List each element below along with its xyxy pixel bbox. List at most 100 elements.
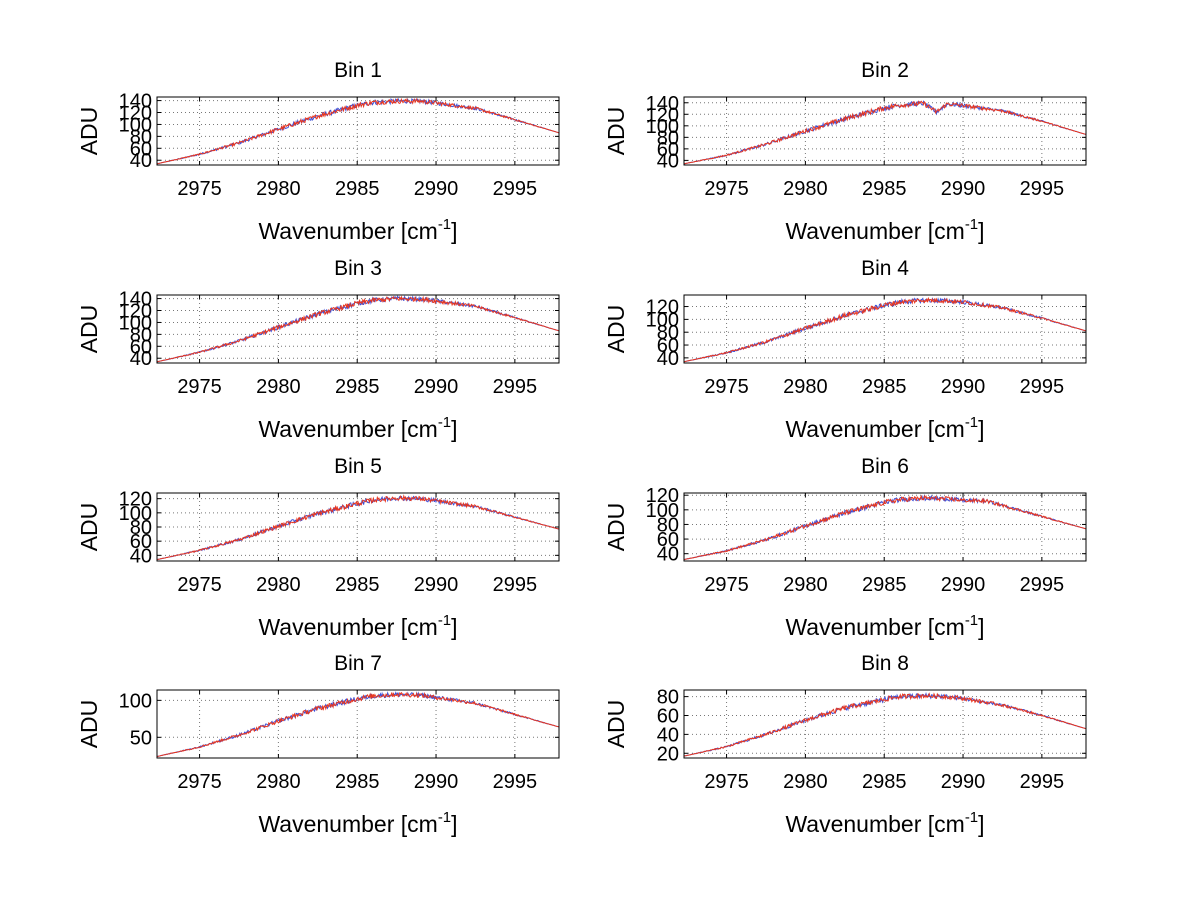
y-tick-label: 60 <box>130 336 152 358</box>
series-line-red <box>156 97 560 165</box>
x-tick-label: 2980 <box>783 771 828 793</box>
x-axis-label-text: Wavenumber [cm <box>785 614 964 640</box>
x-tick-label: 2975 <box>704 178 749 200</box>
y-tick-label: 40 <box>130 545 152 567</box>
y-tick-label: 100 <box>119 312 152 334</box>
subplot-title: Bin 5 <box>334 455 382 478</box>
x-tick-label: 2985 <box>335 178 380 200</box>
subplot-7: 2975 2980 2985 2990 2995 50 100 Bin 7 Wavenumber… <box>76 652 560 837</box>
x-tick-label: 2990 <box>414 376 459 398</box>
plot-area <box>683 294 1087 364</box>
x-axis-label-text: Wavenumber [cm <box>785 811 964 837</box>
x-tick-label: 2975 <box>177 771 222 793</box>
y-tick-label: 40 <box>657 150 679 172</box>
x-tick-label: 2980 <box>256 178 301 200</box>
x-axis-label-text: Wavenumber [cm <box>785 416 964 442</box>
x-tick-label: 2995 <box>1020 574 1065 596</box>
x-tick-label: 2985 <box>335 574 380 596</box>
series-line-blue <box>683 100 1087 165</box>
y-tick-label: 60 <box>657 139 679 161</box>
series-line-red <box>683 692 1087 757</box>
x-tick-label: 2985 <box>335 771 380 793</box>
plot-area <box>683 492 1087 562</box>
x-axis-label-close: ] <box>451 218 457 244</box>
x-axis-label: Wavenumber [cm-1] <box>785 414 984 442</box>
x-axis-label: Wavenumber [cm-1] <box>258 216 457 244</box>
x-tick-label: 2980 <box>783 574 828 596</box>
x-tick-label: 2975 <box>704 771 749 793</box>
series-line-red <box>156 494 560 561</box>
x-axis-label-text: Wavenumber [cm <box>258 811 437 837</box>
y-tick-label: 100 <box>119 690 152 712</box>
x-axis-label-exponent: -1 <box>965 612 978 629</box>
series-line-blue <box>156 295 560 363</box>
y-tick-label: 100 <box>646 116 679 138</box>
x-tick-label: 2985 <box>862 771 907 793</box>
series-line-blue <box>156 691 560 757</box>
y-tick-label: 40 <box>657 348 679 370</box>
y-tick-label: 140 <box>119 289 152 311</box>
y-tick-label: 40 <box>130 150 152 172</box>
x-tick-label: 2975 <box>704 376 749 398</box>
y-tick-label: 80 <box>130 324 152 346</box>
y-tick-label: 100 <box>119 503 152 525</box>
subplot-title: Bin 7 <box>334 652 382 675</box>
x-tick-label: 2990 <box>414 574 459 596</box>
x-axis-label-exponent: -1 <box>965 809 978 826</box>
x-tick-label: 2975 <box>177 178 222 200</box>
series-line-blue <box>156 97 560 165</box>
y-tick-label: 80 <box>657 322 679 344</box>
x-axis-label-close: ] <box>978 614 984 640</box>
y-tick-label: 60 <box>657 335 679 357</box>
x-axis-label: Wavenumber [cm-1] <box>258 414 457 442</box>
x-tick-label: 2995 <box>493 178 538 200</box>
y-tick-label: 80 <box>657 687 679 709</box>
x-tick-label: 2985 <box>335 376 380 398</box>
x-axis-label-close: ] <box>451 614 457 640</box>
x-tick-label: 2980 <box>783 178 828 200</box>
y-tick-label: 40 <box>657 544 679 566</box>
series-line-red <box>156 691 560 757</box>
x-tick-label: 2990 <box>414 178 459 200</box>
plot-area <box>683 689 1087 759</box>
x-axis-label-text: Wavenumber [cm <box>785 218 964 244</box>
series-line-blue <box>683 297 1087 363</box>
x-axis-label-exponent: -1 <box>438 612 451 629</box>
x-tick-label: 2995 <box>1020 771 1065 793</box>
x-tick-label: 2980 <box>256 574 301 596</box>
x-axis-label-exponent: -1 <box>438 809 451 826</box>
x-tick-label: 2975 <box>177 574 222 596</box>
y-tick-label: 80 <box>657 514 679 536</box>
y-tick-label: 100 <box>119 114 152 136</box>
x-axis-label-close: ] <box>978 218 984 244</box>
x-tick-label: 2990 <box>414 771 459 793</box>
y-axis-label: ADU <box>76 700 102 749</box>
series-line-red <box>683 100 1087 165</box>
y-axis-label: ADU <box>76 107 102 156</box>
series-line-blue <box>156 495 560 561</box>
series-line-red <box>683 494 1087 560</box>
plot-area <box>683 96 1087 166</box>
y-axis-label: ADU <box>76 503 102 552</box>
x-axis-label: Wavenumber [cm-1] <box>785 216 984 244</box>
y-tick-label: 40 <box>657 724 679 746</box>
x-tick-label: 2995 <box>493 574 538 596</box>
x-tick-label: 2990 <box>941 771 986 793</box>
series-line-red <box>156 295 560 363</box>
y-tick-label: 140 <box>119 91 152 113</box>
subplot-title: Bin 4 <box>861 257 909 280</box>
x-axis-label: Wavenumber [cm-1] <box>258 612 457 640</box>
subplot-title: Bin 6 <box>861 455 909 478</box>
x-axis-label-close: ] <box>451 416 457 442</box>
y-axis-label: ADU <box>603 107 629 156</box>
x-axis-label: Wavenumber [cm-1] <box>258 809 457 837</box>
y-tick-label: 120 <box>119 489 152 511</box>
x-tick-label: 2985 <box>862 574 907 596</box>
x-tick-label: 2995 <box>493 376 538 398</box>
x-axis-label-close: ] <box>978 416 984 442</box>
